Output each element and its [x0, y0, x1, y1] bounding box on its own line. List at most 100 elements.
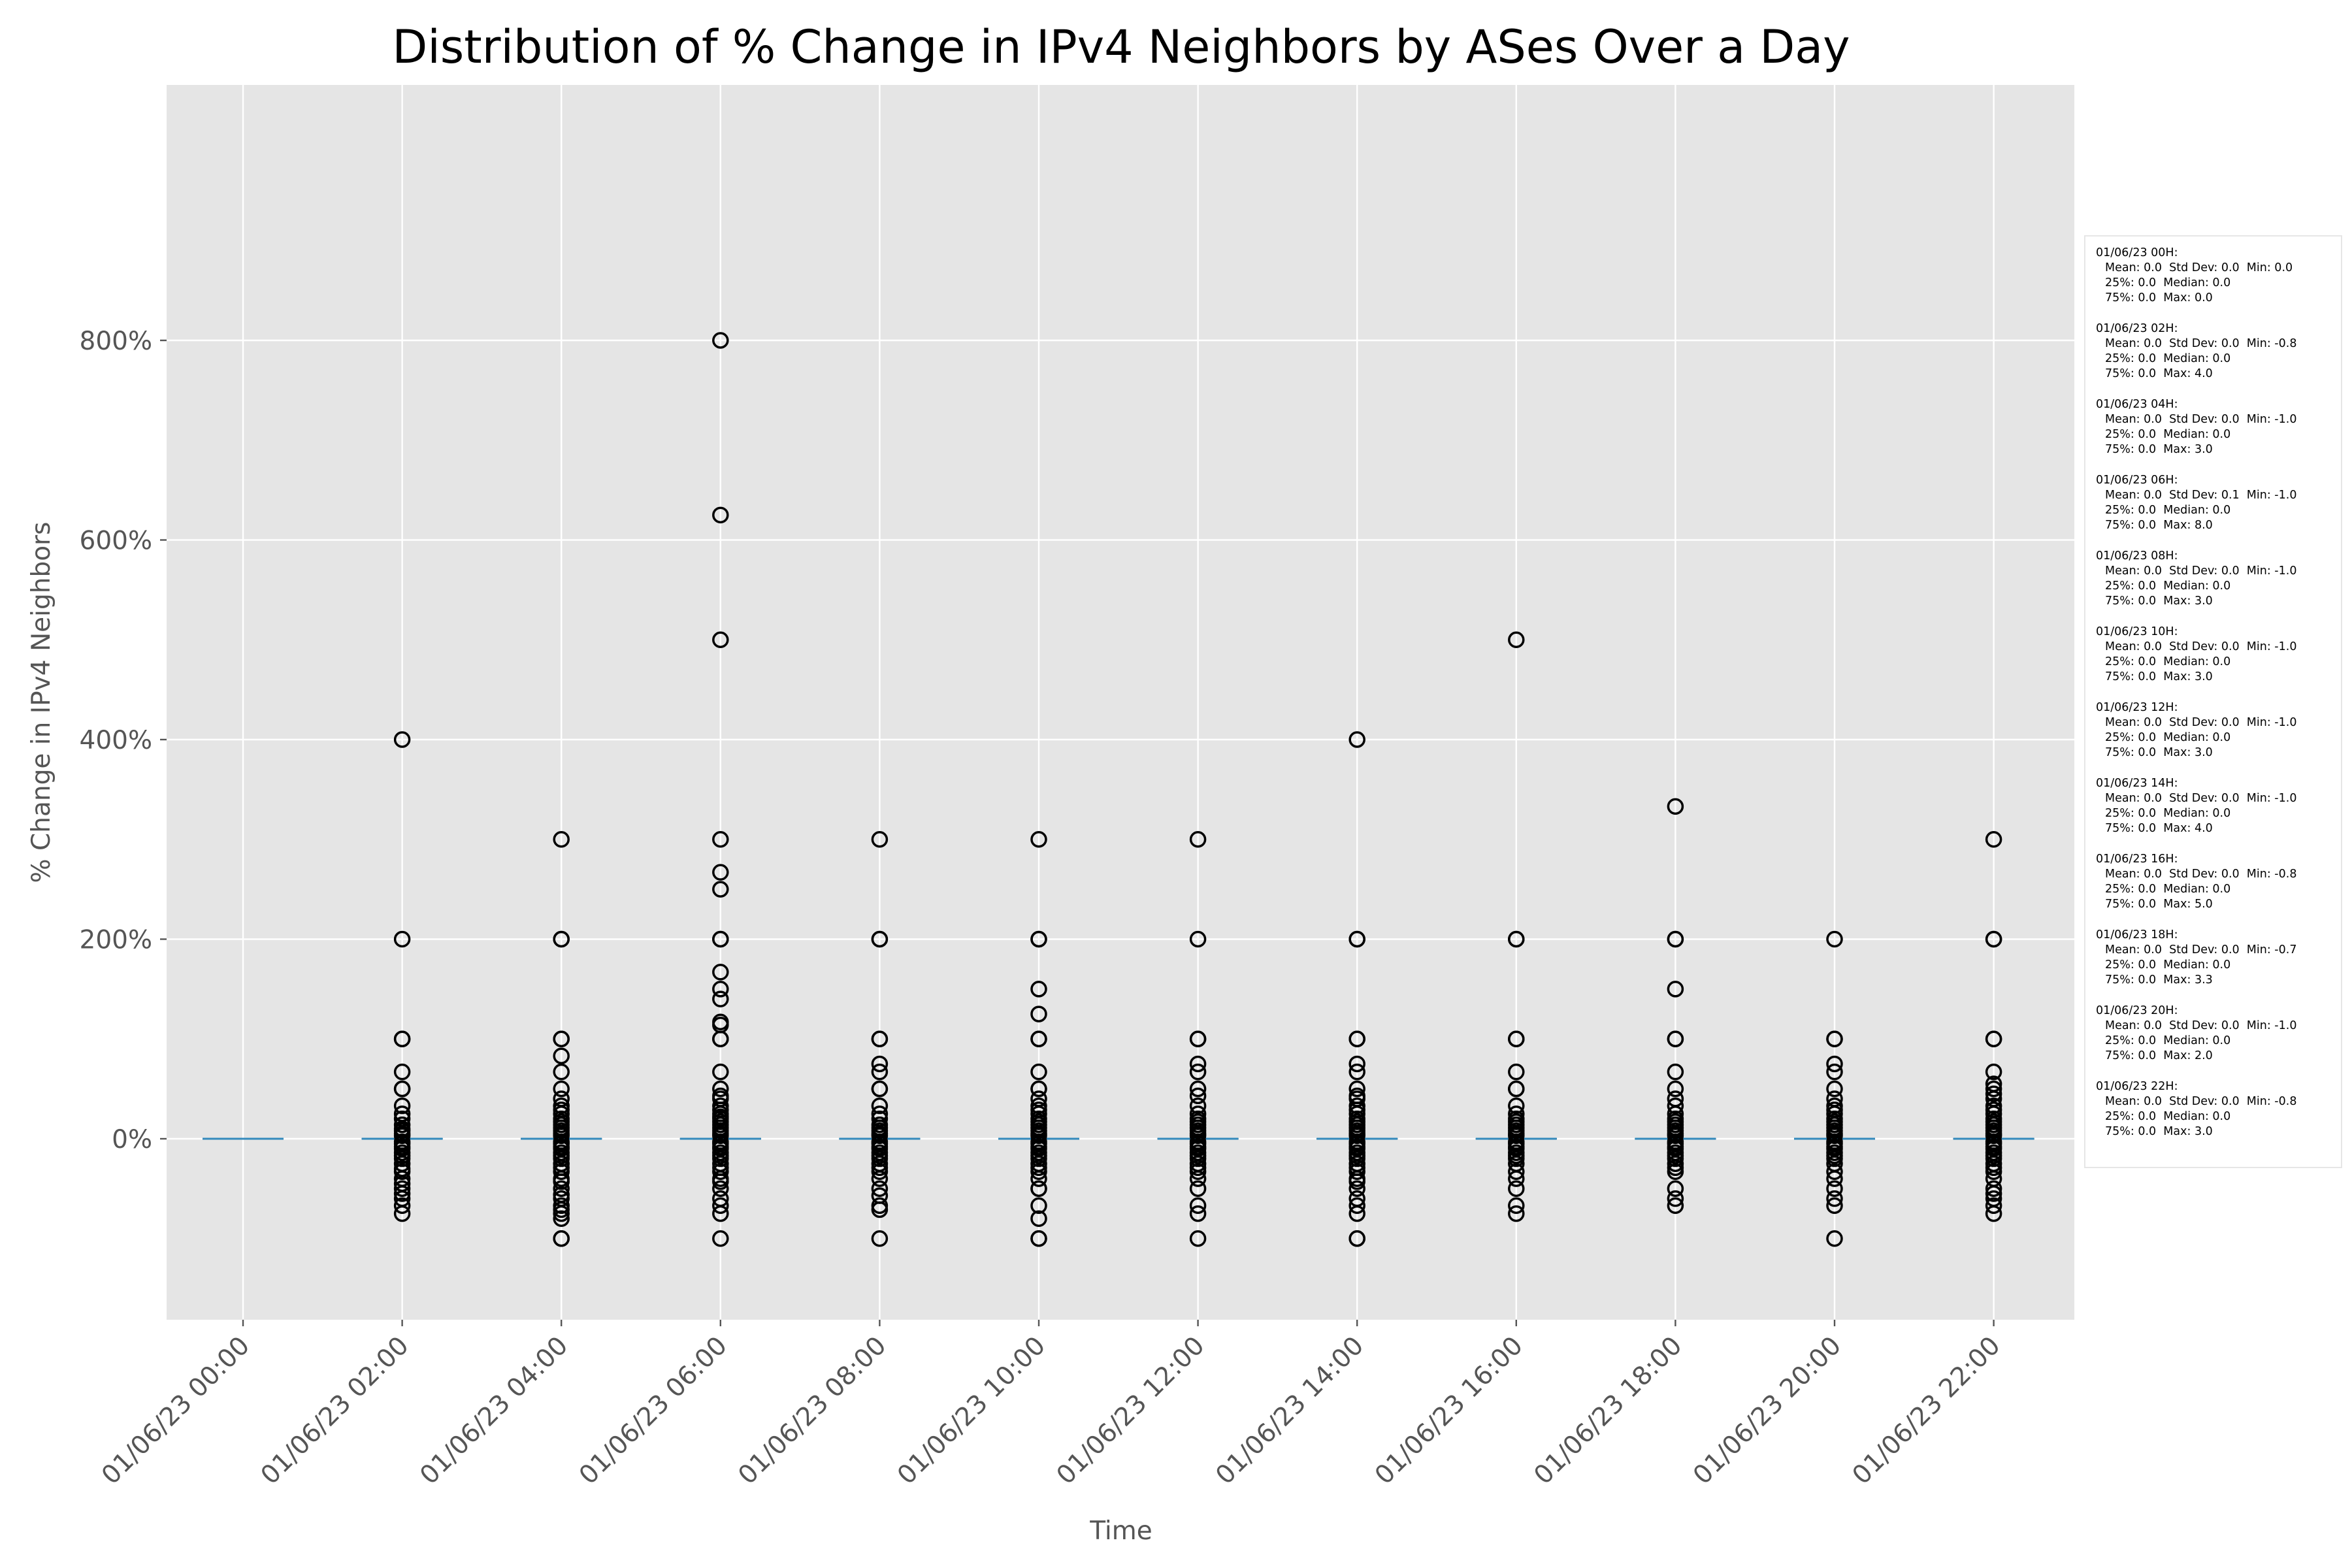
box-3: [679, 332, 761, 1247]
box-5: [998, 831, 1079, 1247]
outlier-point: [712, 1173, 729, 1190]
stats-line: Mean: 0.0 Std Dev: 0.0 Min: -0.8: [2105, 1095, 2297, 1108]
outlier-point: [1826, 1170, 1843, 1187]
stats-line: Mean: 0.0 Std Dev: 0.0 Min: -1.0: [2105, 792, 2297, 805]
outlier-point: [1508, 1080, 1525, 1098]
outlier-point: [1508, 1030, 1525, 1047]
outlier-point: [553, 1230, 570, 1247]
outlier-point: [871, 1201, 889, 1218]
stats-line: 25%: 0.0 Median: 0.0: [2105, 428, 2231, 441]
outlier-point: [1030, 930, 1047, 948]
outlier-point: [1030, 1063, 1047, 1081]
outlier-point: [712, 1205, 729, 1222]
outlier-point: [712, 930, 729, 948]
box-6: [1157, 831, 1239, 1247]
outlier-point: [1189, 1150, 1207, 1168]
outlier-point: [1508, 1180, 1525, 1198]
outlier-point: [712, 1150, 729, 1168]
outlier-point: [1985, 1080, 2002, 1098]
outlier-point: [1826, 1127, 1843, 1145]
outlier-point: [712, 1080, 729, 1098]
y-tick-label: 0%: [112, 1125, 152, 1154]
outlier-point: [1508, 1127, 1525, 1145]
outlier-point: [1348, 731, 1365, 748]
stats-header: 01/06/23 12H:: [2096, 701, 2178, 714]
box-8: [1475, 631, 1557, 1222]
stats-line: 25%: 0.0 Median: 0.0: [2105, 807, 2231, 820]
outlier-point: [1985, 1197, 2002, 1215]
outlier-point: [1189, 1055, 1207, 1073]
outlier-point: [871, 1063, 889, 1081]
outlier-point: [1189, 1170, 1207, 1187]
stats-line: 75%: 0.0 Max: 0.0: [2105, 291, 2213, 304]
y-axis: 0% 200% 400% 600% 800%: [80, 327, 167, 1154]
outlier-point: [712, 1180, 729, 1198]
x-tick-label: 01/06/23 14:00: [1210, 1331, 1369, 1490]
stats-line: 25%: 0.0 Median: 0.0: [2105, 504, 2231, 517]
stats-header: 01/06/23 18H:: [2096, 928, 2178, 941]
outlier-point: [871, 930, 889, 948]
stats-line: Mean: 0.0 Std Dev: 0.1 Min: -1.0: [2105, 489, 2297, 502]
stats-line: Mean: 0.0 Std Dev: 0.0 Min: -0.7: [2105, 943, 2297, 956]
outlier-point: [553, 1080, 570, 1098]
stats-header: 01/06/23 00H:: [2096, 246, 2178, 259]
stats-line: 25%: 0.0 Median: 0.0: [2105, 352, 2231, 365]
outlier-point: [1348, 1163, 1365, 1181]
outlier-point: [871, 1170, 889, 1187]
outlier-point: [1348, 1080, 1365, 1098]
outlier-point: [712, 964, 729, 981]
outlier-point: [871, 1230, 889, 1247]
stats-line: 25%: 0.0 Median: 0.0: [2105, 655, 2231, 668]
outlier-point: [1508, 1063, 1525, 1081]
outlier-point: [1826, 1180, 1843, 1198]
x-tick-label: 01/06/23 10:00: [892, 1331, 1051, 1490]
outlier-point: [1189, 1197, 1207, 1215]
stats-line: 75%: 0.0 Max: 3.0: [2105, 443, 2213, 456]
stats-header: 01/06/23 08H:: [2096, 549, 2178, 563]
stats-line: 25%: 0.0 Median: 0.0: [2105, 580, 2231, 593]
outlier-point: [1030, 1170, 1047, 1187]
outlier-point: [393, 1163, 411, 1181]
outlier-point: [1030, 1210, 1047, 1227]
outlier-point: [1985, 1163, 2002, 1181]
outlier-point: [1030, 1180, 1047, 1198]
stats-line: 75%: 0.0 Max: 4.0: [2105, 367, 2213, 380]
x-tick-label: 01/06/23 20:00: [1688, 1331, 1847, 1490]
box-9: [1635, 798, 1716, 1215]
y-axis-label: % Change in IPv4 Neighbors: [27, 522, 56, 883]
outlier-point: [1348, 1055, 1365, 1073]
stats-line: Mean: 0.0 Std Dev: 0.0 Min: -1.0: [2105, 413, 2297, 426]
outlier-point: [1826, 1197, 1843, 1215]
outlier-point: [712, 1063, 729, 1081]
outlier-point: [393, 1185, 411, 1202]
stats-line: 25%: 0.0 Median: 0.0: [2105, 883, 2231, 896]
stats-header: 01/06/23 20H:: [2096, 1004, 2178, 1017]
stats-header: 01/06/23 02H:: [2096, 322, 2178, 335]
outlier-point: [1985, 1185, 2002, 1202]
outlier-point: [1030, 831, 1047, 848]
outlier-point: [1667, 981, 1684, 998]
outlier-point: [1985, 1150, 2002, 1168]
outlier-point: [1030, 1197, 1047, 1215]
outlier-point: [1189, 1230, 1207, 1247]
outlier-point: [553, 1127, 570, 1145]
outlier-point: [1189, 1080, 1207, 1098]
x-tick-label: 01/06/23 18:00: [1529, 1331, 1688, 1490]
box-1: [361, 731, 443, 1222]
outlier-point: [1667, 1097, 1684, 1115]
stats-line: 25%: 0.0 Median: 0.0: [2105, 1034, 2231, 1047]
stats-entry: 01/06/23 18H: Mean: 0.0 Std Dev: 0.0 Min:…: [2096, 928, 2341, 988]
outlier-point: [871, 1030, 889, 1047]
outlier-point: [1826, 1163, 1843, 1181]
outlier-point: [1508, 1163, 1525, 1181]
y-tick-label: 400%: [80, 726, 153, 755]
stats-line: 75%: 0.0 Max: 3.0: [2105, 670, 2213, 683]
stats-line: 75%: 0.0 Max: 3.0: [2105, 746, 2213, 759]
outlier-point: [1667, 1127, 1684, 1145]
outlier-point: [553, 1047, 570, 1064]
stats-header: 01/06/23 14H:: [2096, 777, 2178, 790]
outlier-point: [393, 1127, 411, 1145]
outlier-point: [1667, 1180, 1684, 1198]
outlier-point: [1508, 930, 1525, 948]
outlier-point: [1348, 1197, 1365, 1215]
